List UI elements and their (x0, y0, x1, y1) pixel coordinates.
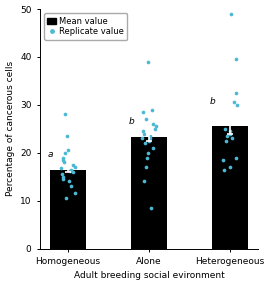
Text: b: b (129, 118, 134, 126)
Point (71, 170, 76, 174)
Point (146, 150, 150, 155)
Point (62, 160, 66, 165)
Point (73, 165, 77, 169)
Point (232, 100, 236, 105)
Point (141, 110, 145, 114)
Point (67, 179, 72, 184)
Point (148, 136, 152, 141)
Point (221, 158, 225, 162)
Point (61, 158, 66, 162)
Point (65, 134, 69, 138)
Point (61, 174, 65, 179)
Point (63, 112, 67, 117)
Point (66, 148, 70, 153)
Point (71, 162, 75, 167)
Point (144, 117, 148, 122)
Point (141, 179, 146, 184)
Point (154, 124, 158, 129)
Point (151, 122, 156, 126)
Point (63, 150, 67, 155)
Point (69, 167, 73, 172)
Point (61, 155, 66, 160)
Point (223, 126, 227, 131)
Point (149, 107, 154, 112)
Bar (131, 138, 167, 249)
Point (151, 146, 155, 150)
Point (142, 141, 147, 146)
Point (144, 165, 148, 169)
Point (140, 136, 144, 141)
Point (64, 196, 68, 200)
Point (222, 167, 227, 172)
Point (233, 57, 238, 62)
Point (229, 11, 233, 16)
Point (148, 134, 153, 138)
Point (230, 136, 234, 141)
Text: a: a (48, 150, 53, 160)
Point (140, 129, 145, 134)
Point (145, 155, 149, 160)
Point (59, 166, 63, 170)
Bar (50, 170, 86, 249)
Point (234, 91, 238, 95)
Point (69, 184, 74, 188)
Point (234, 103, 239, 107)
Point (67, 169, 72, 173)
Bar (212, 126, 248, 249)
Point (149, 206, 153, 210)
Text: b: b (209, 97, 215, 106)
Point (228, 165, 232, 169)
Legend: Mean value, Replicate value: Mean value, Replicate value (44, 13, 127, 39)
Point (228, 129, 233, 134)
Y-axis label: Percentage of cancerous cells: Percentage of cancerous cells (6, 61, 15, 196)
Point (146, 59, 150, 64)
Point (59, 172, 64, 176)
Point (225, 134, 229, 138)
Point (224, 138, 228, 143)
Point (61, 177, 65, 181)
X-axis label: Adult breeding social evironment: Adult breeding social evironment (73, 271, 224, 281)
Point (142, 131, 146, 136)
Point (153, 126, 158, 131)
Point (72, 191, 77, 196)
Point (228, 131, 232, 136)
Point (234, 155, 238, 160)
Point (147, 138, 151, 143)
